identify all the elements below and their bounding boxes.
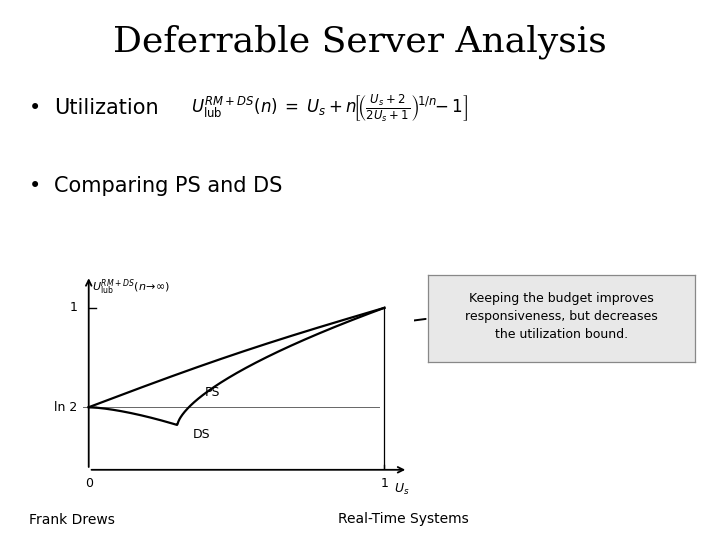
Text: 1: 1 [380, 477, 388, 490]
Text: $U_{\mathrm{lub}}^{RM+DS}(n \!\to\! \infty)$: $U_{\mathrm{lub}}^{RM+DS}(n \!\to\! \inf… [91, 277, 170, 297]
Text: Keeping the budget improves
responsiveness, but decreases
the utilization bound.: Keeping the budget improves responsivene… [465, 292, 658, 341]
Text: $U_{\mathrm{lub}}^{RM+DS}(n)\;=\;U_s + n\!\left[\!\left(\frac{U_s+2}{2U_s+1}\rig: $U_{\mathrm{lub}}^{RM+DS}(n)\;=\;U_s + n… [191, 92, 468, 124]
Text: Deferrable Server Analysis: Deferrable Server Analysis [113, 24, 607, 59]
Text: $U_s$: $U_s$ [395, 482, 410, 497]
Text: ln 2: ln 2 [55, 401, 78, 414]
Text: Utilization: Utilization [54, 98, 158, 118]
Text: Frank Drews: Frank Drews [29, 512, 114, 526]
Text: •: • [29, 176, 41, 197]
Text: PS: PS [205, 387, 220, 400]
Text: 0: 0 [85, 477, 93, 490]
Text: •: • [29, 98, 41, 118]
Text: 1: 1 [70, 301, 78, 314]
Text: Comparing PS and DS: Comparing PS and DS [54, 176, 282, 197]
Text: DS: DS [192, 428, 210, 441]
Text: Real-Time Systems: Real-Time Systems [338, 512, 469, 526]
